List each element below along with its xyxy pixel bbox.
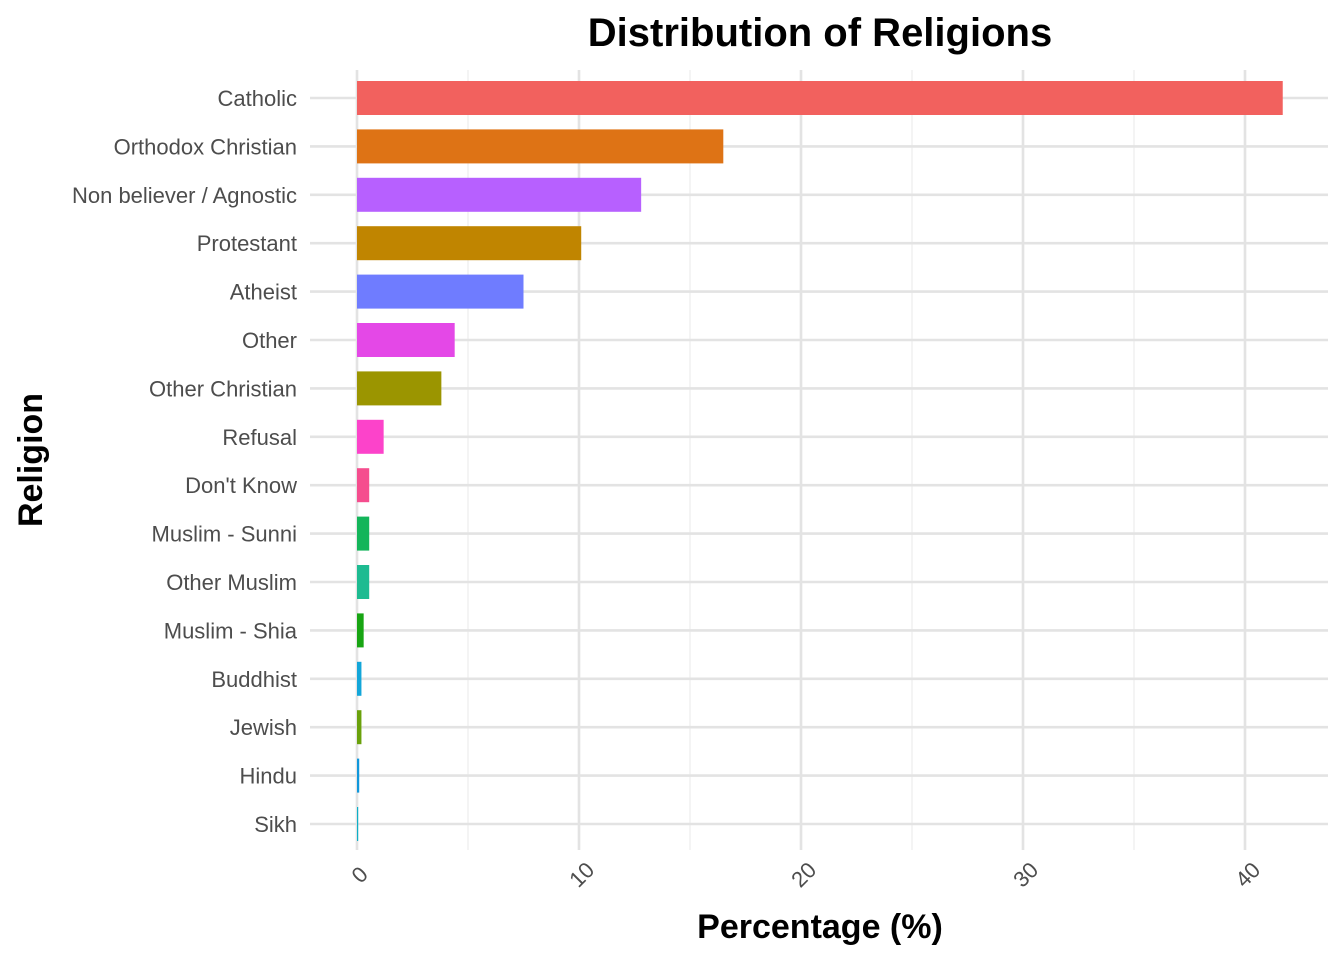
x-tick-label: 20 (786, 857, 821, 892)
bar (357, 613, 364, 648)
category-labels: Catholic Orthodox Christian Non believer /… (72, 86, 298, 837)
bar (357, 274, 524, 309)
y-axis-title: Religion (12, 393, 50, 527)
x-tick-labels: 0 10 20 30 40 (347, 857, 1266, 892)
category-label: Orthodox Christian (114, 134, 297, 159)
bars-layer (357, 81, 1283, 841)
bar (357, 807, 359, 841)
x-tick-label: 10 (564, 857, 599, 892)
bar (357, 419, 384, 454)
bar (357, 516, 370, 551)
bar (357, 81, 1283, 115)
bar (357, 129, 724, 164)
category-label: Catholic (218, 86, 297, 111)
category-label: Atheist (230, 280, 297, 305)
bar (357, 177, 642, 212)
category-label: Jewish (230, 715, 297, 740)
category-label: Sikh (254, 812, 297, 837)
chart-title: Distribution of Religions (588, 11, 1052, 55)
bar (357, 371, 442, 406)
x-tick-label: 0 (347, 862, 373, 888)
category-label: Buddhist (211, 667, 297, 692)
category-label: Other Christian (149, 376, 297, 401)
category-label: Refusal (222, 425, 297, 450)
category-label: Hindu (240, 764, 297, 789)
category-label: Non believer / Agnostic (72, 183, 297, 208)
x-tick-label: 30 (1008, 857, 1043, 892)
bar (357, 323, 455, 357)
category-label: Muslim - Shia (164, 618, 298, 643)
x-tick-label: 40 (1230, 857, 1265, 892)
category-label: Other Muslim (166, 570, 297, 595)
bar (357, 226, 582, 261)
x-axis-title: Percentage (%) (697, 908, 943, 946)
bar (357, 710, 362, 745)
category-label: Muslim - Sunni (152, 522, 297, 547)
bar (357, 468, 370, 503)
category-label: Other (242, 328, 297, 353)
bar (357, 758, 360, 793)
category-label: Don't Know (185, 473, 297, 498)
bar (357, 565, 370, 599)
bar (357, 661, 362, 696)
category-label: Protestant (197, 231, 297, 256)
